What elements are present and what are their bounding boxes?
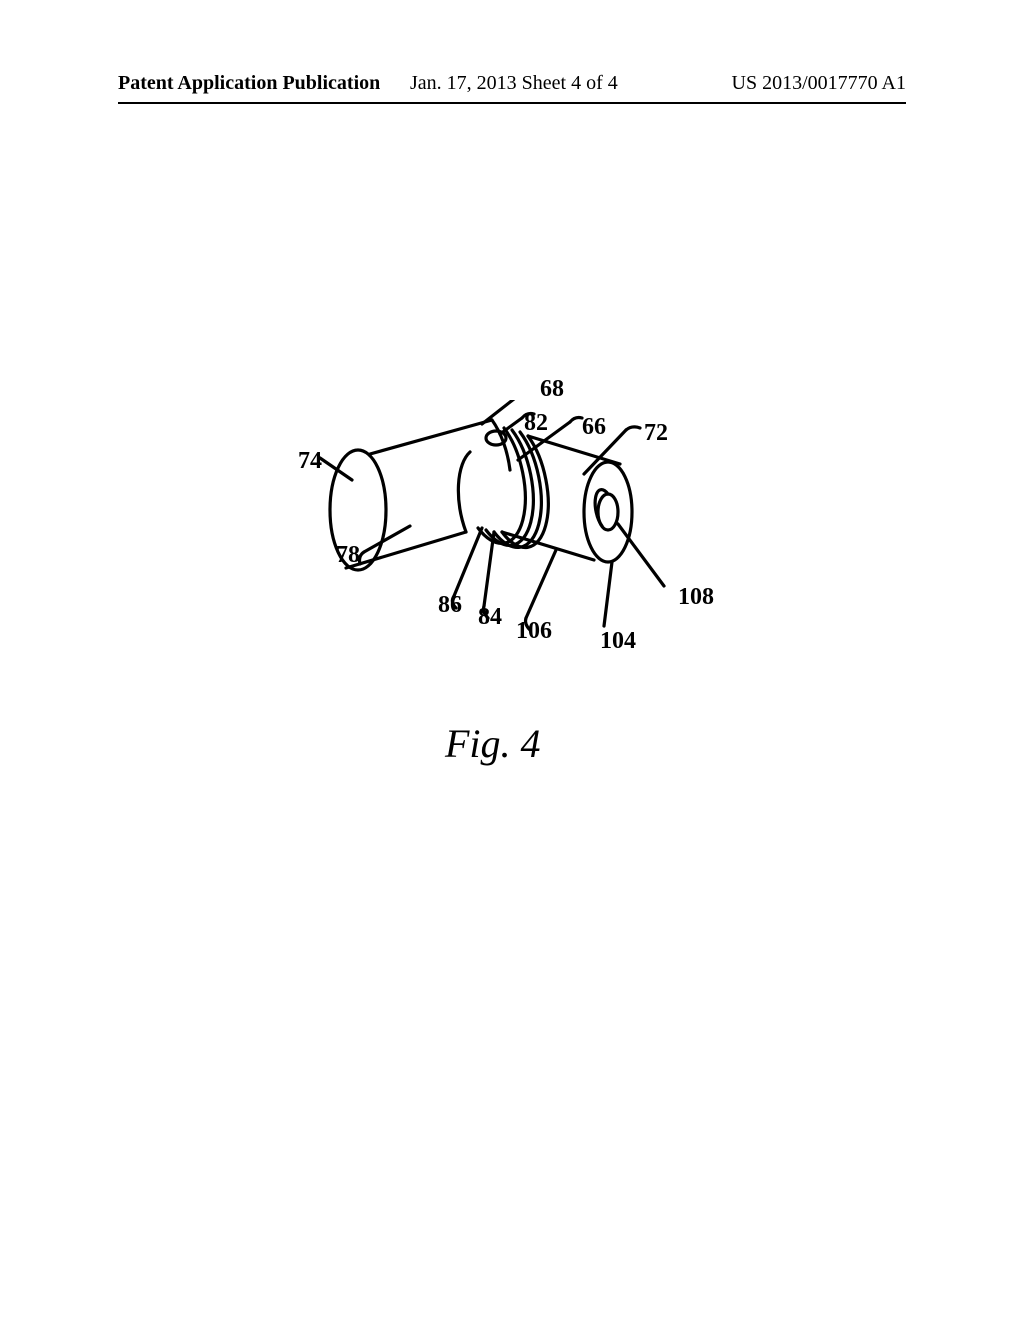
- figure-label: Fig. 4: [445, 720, 541, 767]
- page-header: Patent Application Publication Jan. 17, …: [0, 72, 1024, 102]
- header-publication-type: Patent Application Publication: [118, 72, 380, 95]
- ref-68: 68: [540, 376, 564, 403]
- header-date-sheet: Jan. 17, 2013 Sheet 4 of 4: [410, 72, 618, 95]
- header-rule: [118, 102, 906, 104]
- header-publication-number: US 2013/0017770 A1: [732, 72, 906, 95]
- patent-page: Patent Application Publication Jan. 17, …: [0, 0, 1024, 1320]
